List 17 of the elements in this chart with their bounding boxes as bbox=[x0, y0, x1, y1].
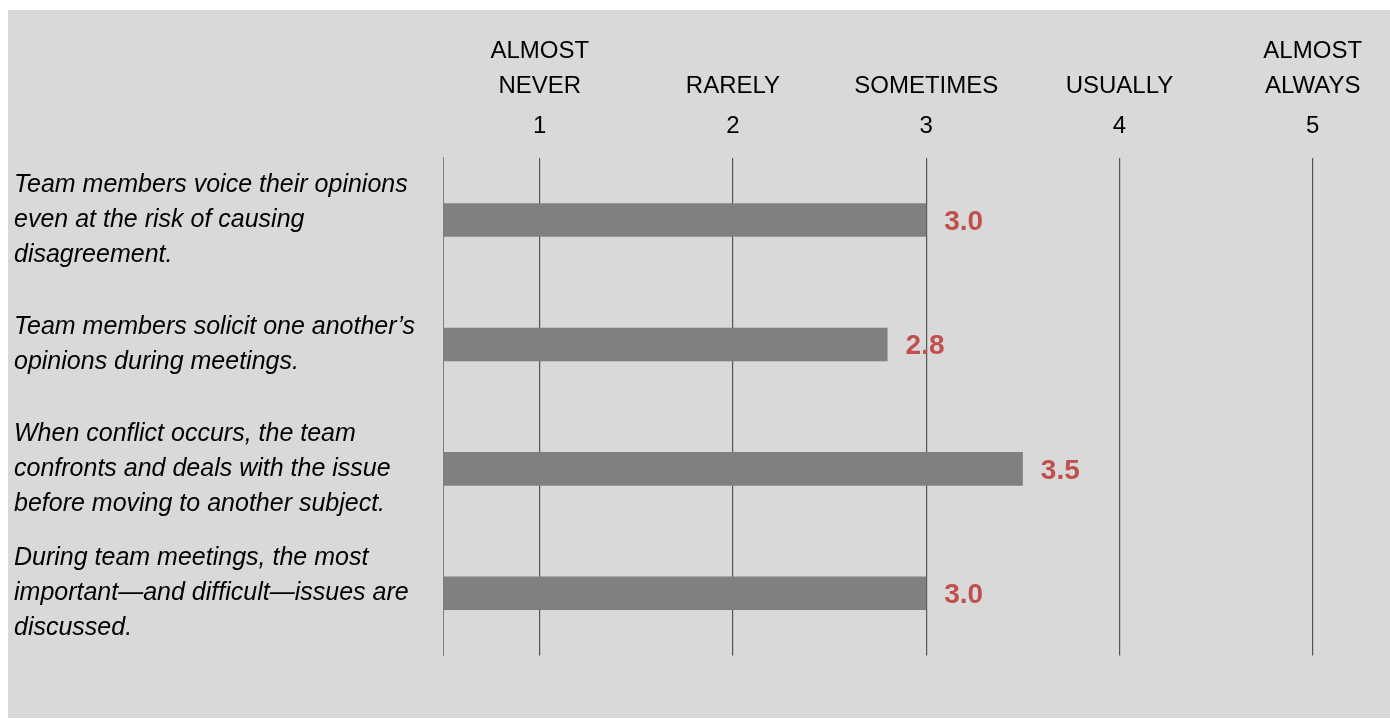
data-label: 3.5 bbox=[1040, 453, 1080, 485]
y-tick-label: Team members voice their opinions even at the risk of causing disagreement. bbox=[14, 168, 408, 267]
x-tick-label: 1 bbox=[533, 111, 547, 139]
text: SOMETIMES bbox=[854, 71, 999, 98]
text: RARELY bbox=[685, 71, 781, 98]
y-tick-label: When conflict occurs, the team confronts and deals with the issue before moving to another subject. bbox=[14, 417, 391, 516]
x-tick-label: 5 bbox=[1306, 111, 1320, 139]
y-tick-label: During team meetings, the most important—and difficult—issues are discussed. bbox=[14, 542, 409, 641]
data-label: 3.0 bbox=[944, 578, 984, 610]
text: USUALLY bbox=[1065, 71, 1174, 98]
data-label: 3.0 bbox=[944, 204, 984, 236]
x-tick-label: 2 bbox=[726, 111, 740, 139]
text: ALMOST NEVER bbox=[490, 36, 590, 98]
x-tick-label: 4 bbox=[1112, 111, 1127, 139]
y-tick-label: Team members solicit one another’s opinions during meetings. bbox=[14, 310, 416, 374]
text: ALMOST ALWAYS bbox=[1263, 36, 1363, 98]
x-tick-label: 3 bbox=[919, 111, 933, 139]
